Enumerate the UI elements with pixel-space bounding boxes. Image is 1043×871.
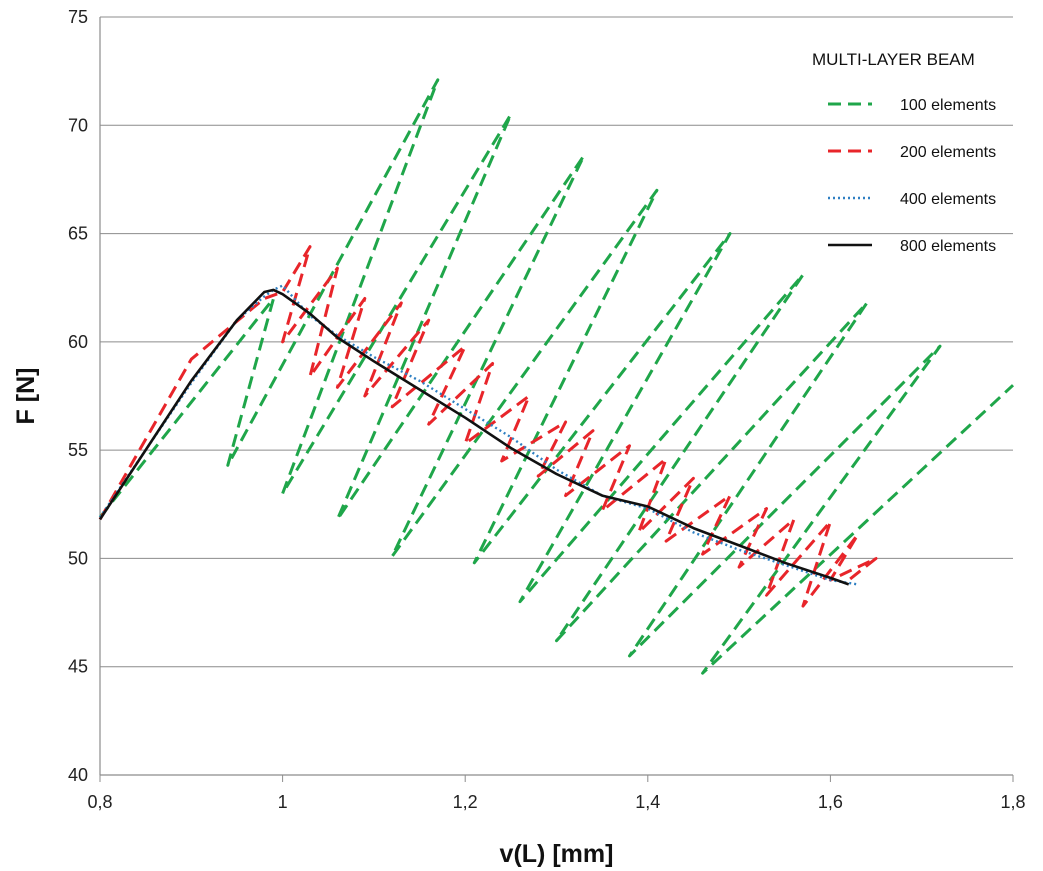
legend-label: 200 elements xyxy=(900,144,996,161)
y-tick-label: 55 xyxy=(68,440,88,460)
y-tick-label: 75 xyxy=(68,7,88,27)
y-tick-label: 60 xyxy=(68,332,88,352)
legend-label: 400 elements xyxy=(900,191,996,208)
legend: MULTI-LAYER BEAM 100 elements 200 element… xyxy=(812,50,996,255)
legend-label: 800 elements xyxy=(900,238,996,255)
y-tick-label: 70 xyxy=(68,115,88,135)
x-tick-label: 1,4 xyxy=(635,792,660,812)
series-line-800-elements xyxy=(98,288,850,586)
y-tick-label: 65 xyxy=(68,224,88,244)
x-tick-labels: 0,8 1 1,2 1,4 1,6 1,8 xyxy=(87,792,1025,812)
y-tick-label: 45 xyxy=(68,657,88,677)
legend-label: 100 elements xyxy=(900,97,996,114)
y-tick-labels: 40 45 50 55 60 65 70 75 xyxy=(68,7,88,785)
y-axis-title: F [N] xyxy=(12,368,40,425)
y-tick-label: 50 xyxy=(68,548,88,568)
x-tick-label: 1,6 xyxy=(818,792,843,812)
series-line-400-elements xyxy=(99,284,858,586)
legend-title: MULTI-LAYER BEAM xyxy=(812,50,975,69)
x-tick-label: 1 xyxy=(278,792,288,812)
x-axis-title: v(L) [mm] xyxy=(500,840,614,868)
series-line-100-elements xyxy=(98,78,1015,675)
x-tick-label: 0,8 xyxy=(87,792,112,812)
series-lines xyxy=(98,78,1015,675)
series-line-200-elements xyxy=(98,245,878,608)
axes xyxy=(99,17,1014,782)
y-tick-label: 40 xyxy=(68,765,88,785)
x-tick-label: 1,8 xyxy=(1000,792,1025,812)
x-tick-label: 1,2 xyxy=(453,792,478,812)
gridlines xyxy=(100,16,1013,668)
